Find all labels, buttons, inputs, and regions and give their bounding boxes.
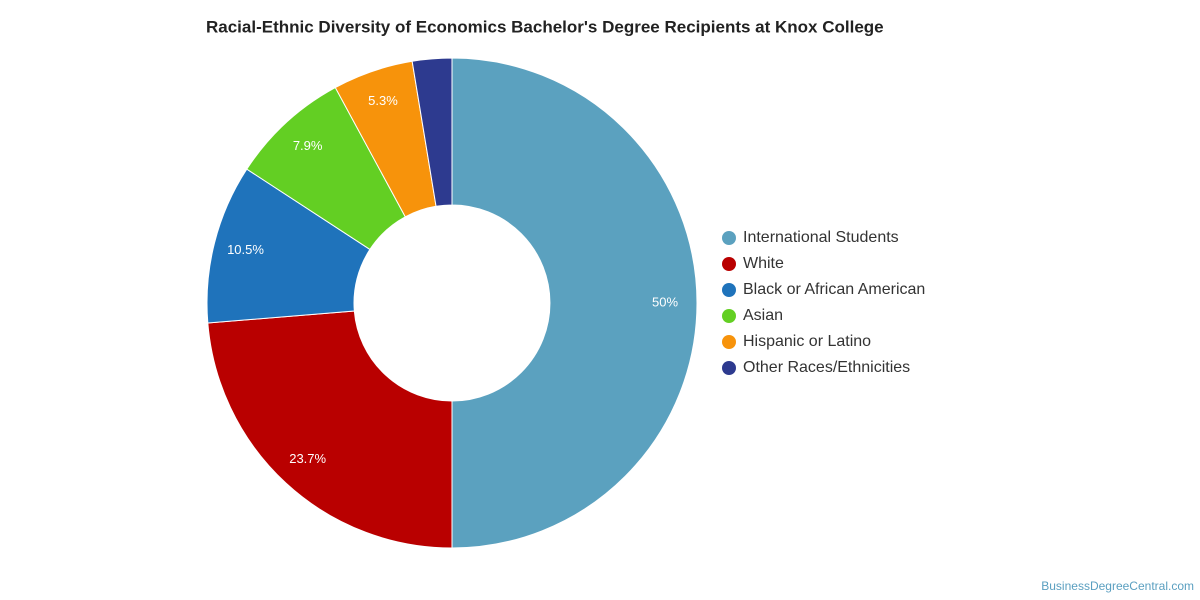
value-label: 7.9% bbox=[293, 138, 323, 153]
value-label: 23.7% bbox=[289, 451, 326, 466]
legend-marker bbox=[722, 283, 736, 297]
value-label: 50% bbox=[652, 294, 678, 309]
legend-marker bbox=[722, 257, 736, 271]
legend-label: Other Races/Ethnicities bbox=[743, 359, 910, 376]
slice bbox=[451, 57, 698, 549]
legend-label: International Students bbox=[743, 229, 899, 246]
slice bbox=[411, 57, 453, 207]
legend-marker bbox=[722, 231, 736, 245]
legend-marker bbox=[722, 361, 736, 375]
legend-marker bbox=[722, 335, 736, 349]
slice bbox=[206, 168, 371, 324]
legend-label: Asian bbox=[743, 307, 783, 324]
value-label: 10.5% bbox=[227, 242, 264, 257]
legend-marker bbox=[722, 309, 736, 323]
slice bbox=[207, 310, 453, 549]
value-label: 5.3% bbox=[368, 93, 398, 108]
legend-label: Hispanic or Latino bbox=[743, 333, 871, 350]
chart-title: Racial-Ethnic Diversity of Economics Bac… bbox=[206, 17, 884, 36]
legend-label: White bbox=[743, 255, 784, 272]
legend-label: Black or African American bbox=[743, 281, 925, 298]
source: BusinessDegreeCentral.com bbox=[1041, 579, 1194, 593]
